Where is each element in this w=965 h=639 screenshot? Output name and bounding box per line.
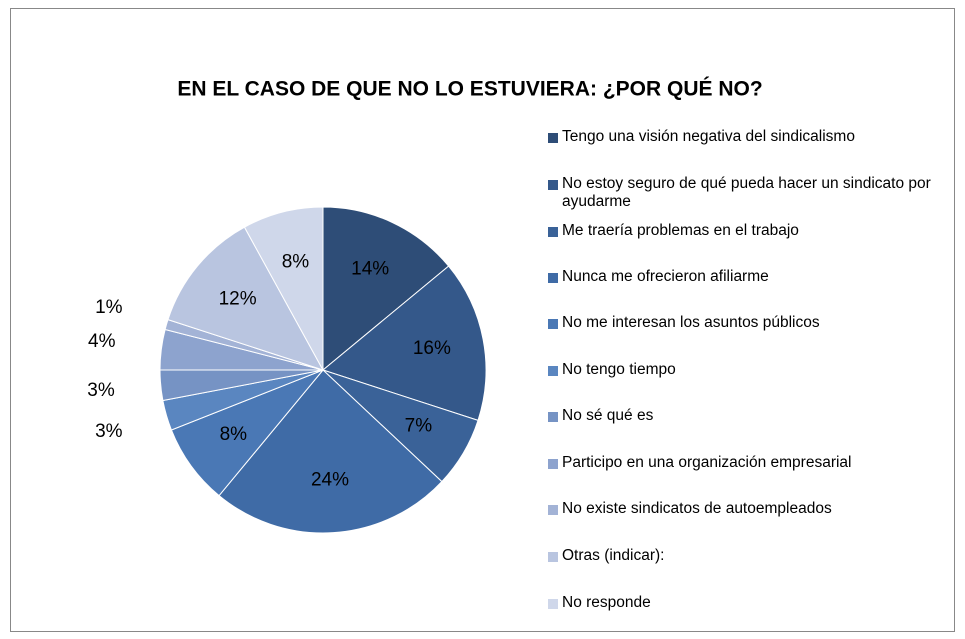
chart-title: EN EL CASO DE QUE NO LO ESTUVIERA: ¿POR … — [177, 78, 762, 101]
legend-label: No sé qué es — [562, 407, 654, 424]
pie-slice — [321, 265, 487, 422]
legend-swatch — [548, 227, 558, 237]
data-label: 12% — [219, 288, 257, 309]
legend-label: No existe sindicatos de autoempleados — [562, 500, 832, 517]
data-label: 16% — [413, 338, 451, 359]
legend-swatch — [548, 133, 558, 143]
legend-item: No responde — [545, 594, 940, 612]
legend-item: Me traería problemas en el trabajo — [545, 222, 940, 240]
legend-swatch — [548, 319, 558, 329]
legend-item: Otras (indicar): — [545, 547, 940, 565]
pie-slice — [167, 226, 325, 371]
data-label: 3% — [87, 380, 115, 401]
data-label: 4% — [88, 331, 116, 352]
legend-item: Tengo una visión negativa del sindicalis… — [545, 128, 940, 146]
pie-slice — [322, 206, 450, 372]
legend-swatch — [548, 505, 558, 515]
data-label: 3% — [95, 421, 123, 442]
legend-label: Otras (indicar): — [562, 547, 665, 564]
legend-item: Participo en una organización empresaria… — [545, 454, 940, 472]
legend-label: No responde — [562, 594, 651, 611]
legend-label: No estoy seguro de qué pueda hacer un si… — [562, 175, 931, 210]
pie-slice — [243, 206, 324, 371]
legend-item: No existe sindicatos de autoempleados — [545, 500, 940, 518]
legend-label: Me traería problemas en el trabajo — [562, 222, 799, 239]
legend-swatch — [548, 412, 558, 422]
legend-item: No sé qué es — [545, 407, 940, 425]
legend-swatch — [548, 273, 558, 283]
legend-item: No estoy seguro de qué pueda hacer un si… — [545, 175, 940, 211]
legend-swatch — [548, 599, 558, 609]
data-label: 14% — [351, 259, 389, 280]
legend-swatch — [548, 366, 558, 376]
legend-swatch — [548, 459, 558, 469]
legend-swatch — [548, 180, 558, 190]
data-label: 8% — [220, 424, 248, 445]
data-label: 7% — [405, 415, 433, 436]
legend-item: No me interesan los asuntos públicos — [545, 314, 940, 332]
data-label: 24% — [311, 470, 349, 491]
legend-label: Tengo una visión negativa del sindicalis… — [562, 128, 855, 145]
legend-label: No tengo tiempo — [562, 361, 676, 378]
pie-slice — [218, 369, 443, 534]
data-label: 8% — [282, 252, 310, 273]
legend-item: No tengo tiempo — [545, 361, 940, 379]
legend-label: No me interesan los asuntos públicos — [562, 314, 820, 331]
data-label: 1% — [95, 297, 123, 318]
legend-swatch — [548, 552, 558, 562]
legend-label: Nunca me ofrecieron afiliarme — [562, 268, 769, 285]
legend-label: Participo en una organización empresaria… — [562, 454, 852, 471]
legend-item: Nunca me ofrecieron afiliarme — [545, 268, 940, 286]
